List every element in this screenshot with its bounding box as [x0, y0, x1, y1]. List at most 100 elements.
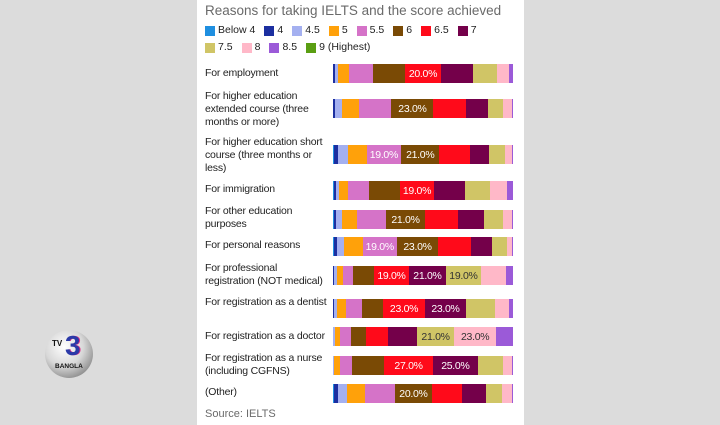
chart-source: Source: IELTS [205, 408, 276, 420]
bar-segment [346, 384, 365, 403]
bar-segment [511, 210, 513, 229]
bar-segment [337, 266, 343, 285]
bar-segment [372, 64, 405, 83]
bar-segment [494, 299, 510, 318]
category-label: For registration as a doctor [205, 330, 325, 342]
logo-tv-text: TV [52, 339, 63, 348]
bar-segment [502, 210, 512, 229]
stacked-bar: 21.0% 23.0% [333, 327, 513, 346]
bar-segment [492, 237, 507, 256]
bar-segment: 25.0% [432, 356, 478, 375]
legend-swatch [205, 25, 215, 36]
bar-segment [338, 64, 350, 83]
bar-segment [333, 210, 336, 229]
bar-segment [350, 327, 367, 346]
bar-segment: 23.0% [391, 99, 434, 118]
bar-segment [440, 64, 474, 83]
bar-segment [465, 181, 491, 200]
legend-swatch [393, 25, 404, 36]
legend-label: 4.5 [305, 24, 320, 36]
bar-segment [349, 64, 373, 83]
stacked-bar: 19.0% [333, 181, 513, 200]
bar-segment [333, 356, 341, 375]
bar-segment [342, 210, 357, 229]
data-label: 25.0% [441, 359, 470, 372]
bar-segment [333, 299, 338, 318]
bar-segment [504, 145, 513, 164]
legend-swatch [306, 42, 317, 53]
data-label: 20.0% [399, 387, 428, 400]
bar-segment: 21.0% [416, 327, 455, 346]
legend-swatch [457, 25, 468, 36]
bar-segment: 19.0% [362, 237, 397, 256]
bar-segment [333, 181, 334, 200]
category-label: For personal reasons [205, 239, 301, 251]
bar-segment [505, 266, 513, 285]
category-label: For registration as a dentist [205, 296, 327, 308]
bar-segment [342, 266, 353, 285]
legend-label: 8 [254, 41, 261, 53]
bar-segment [352, 266, 375, 285]
bar-segment [457, 210, 485, 229]
bar-segment [489, 145, 505, 164]
bar-segment [462, 384, 486, 403]
logo-name: BANGLA [55, 363, 83, 370]
bar-segment: 21.0% [386, 210, 425, 229]
chart-legend: Below 4 4 4.5 5 5.5 6 6.5 7 7.5 8 8.5 9 (Highest) [205, 24, 520, 54]
bar-segment [346, 299, 362, 318]
data-label: 20.0% [408, 67, 438, 80]
legend-label: 4 [277, 24, 284, 36]
data-label: 19.0% [377, 269, 406, 282]
legend-swatch [421, 25, 432, 36]
stacked-bar: 19.0% 23.0% [333, 237, 513, 256]
bar-segment [337, 145, 348, 164]
chart-rows: For employment 20.0% For higher education … [197, 0, 524, 425]
bar-segment [387, 327, 417, 346]
data-label: 19.0% [449, 269, 478, 282]
bar-segment [502, 99, 512, 118]
legend-swatch [264, 25, 275, 36]
bar-segment [342, 99, 359, 118]
bar-segment [333, 299, 334, 318]
bar-segment [509, 299, 513, 318]
bar-segment [484, 210, 503, 229]
data-label: 21.0% [413, 269, 442, 282]
bar-segment [343, 237, 363, 256]
bar-segment [333, 64, 335, 83]
stacked-bar: 19.0% 21.0% [333, 145, 513, 164]
bar-segment [473, 64, 497, 83]
bar-segment [333, 237, 334, 256]
bar-segment [333, 99, 335, 118]
bar-segment [334, 64, 339, 83]
legend-item: 8 [241, 41, 261, 54]
legend-item: 4 [264, 24, 283, 37]
bar-segment [333, 384, 334, 403]
legend-item: 8.5 [269, 41, 297, 54]
bar-segment [495, 327, 513, 346]
bar-segment: 23.0% [383, 299, 425, 318]
data-label: 23.0% [403, 240, 432, 253]
bar-segment [490, 181, 507, 200]
legend-swatch [205, 42, 215, 53]
bar-segment [512, 145, 513, 164]
legend-swatch [241, 42, 252, 53]
bar-segment [506, 181, 513, 200]
stacked-bar: 27.0% 25.0% [333, 356, 513, 375]
bar-segment [336, 237, 344, 256]
bar-segment [333, 145, 334, 164]
bar-segment [347, 145, 367, 164]
stacked-bar: 23.0% 23.0% [333, 299, 513, 318]
bar-segment [488, 99, 503, 118]
bar-segment [512, 99, 513, 118]
bar-segment [485, 384, 503, 403]
category-label: For professional registration (NOT medic… [205, 262, 323, 287]
legend-label: 6 [406, 24, 413, 36]
bar-segment [333, 327, 335, 346]
bar-segment [340, 327, 351, 346]
legend-label: 7.5 [218, 41, 233, 53]
data-label: 27.0% [394, 359, 423, 372]
bar-segment: 19.0% [374, 266, 409, 285]
bar-segment [358, 99, 392, 118]
stacked-bar: 21.0% [333, 210, 513, 229]
bar-segment: 27.0% [384, 356, 433, 375]
